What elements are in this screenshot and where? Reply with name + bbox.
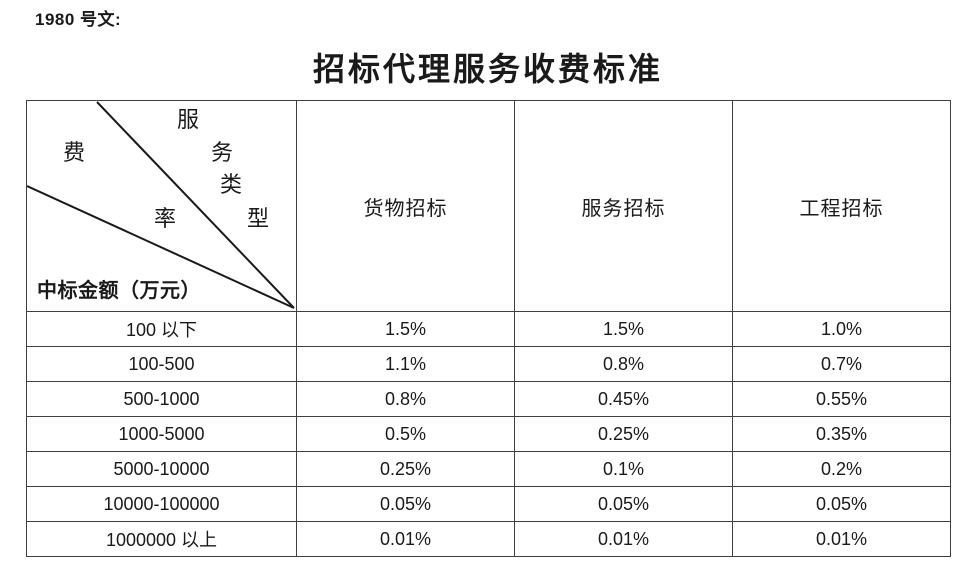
rate-cell: 1.5% <box>514 311 733 347</box>
table-row: 100-500 1.1% 0.8% 0.7% <box>26 346 951 382</box>
rate-cell: 0.05% <box>514 486 733 522</box>
table-row: 100 以下 1.5% 1.5% 1.0% <box>26 311 951 347</box>
service-type-label-char-1: 服 <box>177 108 200 133</box>
rate-cell: 0.05% <box>732 486 951 522</box>
service-type-label-char-3: 类 <box>220 173 243 198</box>
doc-number: 1980 号文: <box>35 10 122 29</box>
fee-standard-table: 服 务 类 型 费 率 中标金额（万元） 货物招标 服务招标 工程招标 100 … <box>26 100 951 557</box>
amount-range-cell: 1000000 以上 <box>26 521 297 557</box>
service-type-label-char-4: 型 <box>247 207 270 232</box>
amount-range-cell: 100-500 <box>26 346 297 382</box>
column-header-engineering-tender: 工程招标 <box>732 100 951 312</box>
rate-cell: 0.1% <box>514 451 733 487</box>
rate-cell: 0.55% <box>732 381 951 417</box>
diagonal-header-inner: 服 务 类 型 费 率 中标金额（万元） <box>27 101 296 311</box>
rate-cell: 0.2% <box>732 451 951 487</box>
table-row: 10000-100000 0.05% 0.05% 0.05% <box>26 486 951 522</box>
rate-cell: 0.01% <box>732 521 951 557</box>
table-row: 1000-5000 0.5% 0.25% 0.35% <box>26 416 951 452</box>
amount-range-cell: 500-1000 <box>26 381 297 417</box>
rate-cell: 0.01% <box>514 521 733 557</box>
column-header-goods-tender: 货物招标 <box>296 100 515 312</box>
table-row: 500-1000 0.8% 0.45% 0.55% <box>26 381 951 417</box>
table-row: 1000000 以上 0.01% 0.01% 0.01% <box>26 521 951 557</box>
diagonal-lines <box>27 101 295 309</box>
rate-cell: 0.35% <box>732 416 951 452</box>
fee-rate-label-char-2: 率 <box>154 207 177 232</box>
rate-cell: 0.25% <box>514 416 733 452</box>
rate-cell: 1.5% <box>296 311 515 347</box>
amount-range-cell: 1000-5000 <box>26 416 297 452</box>
rate-cell: 0.25% <box>296 451 515 487</box>
rate-cell: 0.45% <box>514 381 733 417</box>
rate-cell: 0.8% <box>514 346 733 382</box>
bid-amount-axis-label: 中标金额（万元） <box>37 278 201 302</box>
column-header-service-tender: 服务招标 <box>514 100 733 312</box>
service-type-label-char-2: 务 <box>211 141 234 166</box>
table-row: 5000-10000 0.25% 0.1% 0.2% <box>26 451 951 487</box>
rate-cell: 0.05% <box>296 486 515 522</box>
table-header-row: 服 务 类 型 费 率 中标金额（万元） 货物招标 服务招标 工程招标 <box>26 100 951 312</box>
diagonal-header-cell: 服 务 类 型 费 率 中标金额（万元） <box>26 100 297 312</box>
amount-range-cell: 100 以下 <box>26 311 297 347</box>
rate-cell: 1.0% <box>732 311 951 347</box>
rate-cell: 0.8% <box>296 381 515 417</box>
rate-cell: 0.7% <box>732 346 951 382</box>
page-title: 招标代理服务收费标准 <box>312 50 663 88</box>
rate-cell: 0.01% <box>296 521 515 557</box>
rate-cell: 1.1% <box>296 346 515 382</box>
fee-rate-label-char-1: 费 <box>63 141 86 166</box>
rate-cell: 0.5% <box>296 416 515 452</box>
amount-range-cell: 10000-100000 <box>26 486 297 522</box>
amount-range-cell: 5000-10000 <box>26 451 297 487</box>
